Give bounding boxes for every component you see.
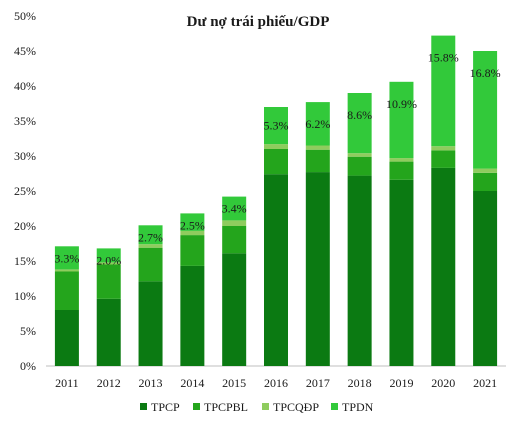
bar-segment-tpcqđp-2021 <box>473 168 498 173</box>
bar-segment-tpcp-2018 <box>347 175 372 366</box>
legend-label: TPCP <box>151 400 180 414</box>
bar-segment-tpcpbl-2019 <box>389 161 414 180</box>
bar-segment-tpcpbl-2015 <box>222 226 247 254</box>
y-axis: 0% 5% 10% 15% 20% 25% 30% 35% 40% 45% 50% <box>14 9 36 373</box>
x-tick-label: 2015 <box>222 376 246 390</box>
bar-segment-tpcp-2012 <box>96 298 121 366</box>
data-label: 15.8% <box>428 51 459 65</box>
bar-segment-tpdn-2012 <box>96 248 121 263</box>
x-tick-label: 2012 <box>97 376 121 390</box>
x-tick-label: 2019 <box>389 376 413 390</box>
bar-segment-tpcpbl-2020 <box>431 150 456 168</box>
bar-segment-tpdn-2011 <box>54 246 79 270</box>
bar-segment-tpcp-2021 <box>473 191 498 366</box>
legend-swatch-tpcpbl <box>193 403 200 410</box>
legend: TPCP TPCPBL TPCQĐP TPDN <box>140 400 374 414</box>
data-label: 8.6% <box>347 108 372 122</box>
bar-segment-tpcqđp-2019 <box>389 158 414 162</box>
y-tick-label: 10% <box>14 289 36 303</box>
bar-segment-tpcqđp-2011 <box>54 269 79 272</box>
y-tick-label: 35% <box>14 114 36 128</box>
bar-segment-tpcqđp-2014 <box>180 230 205 236</box>
bar-segment-tpcqđp-2013 <box>138 244 163 248</box>
bar-segment-tpcpbl-2021 <box>473 172 498 191</box>
bar-segment-tpdn-2019 <box>389 81 414 159</box>
bar-segment-tpcpbl-2016 <box>264 149 288 175</box>
bar-segment-tpcpbl-2014 <box>180 235 205 266</box>
bar-segment-tpdn-2014 <box>180 213 205 231</box>
bar-segment-tpdn-2013 <box>138 225 163 245</box>
legend-label: TPDN <box>342 400 374 414</box>
data-label: 2.7% <box>138 230 163 244</box>
bar-segment-tpcp-2016 <box>264 174 288 366</box>
bar-segment-tpcqđp-2017 <box>305 145 330 150</box>
bar-segment-tpcp-2013 <box>138 281 163 366</box>
data-label: 6.2% <box>305 117 330 131</box>
bar-segment-tpcqđp-2018 <box>347 153 372 157</box>
bar-segment-tpcpbl-2013 <box>138 247 163 282</box>
y-tick-label: 25% <box>14 184 36 198</box>
x-tick-label: 2017 <box>306 376 330 390</box>
y-tick-label: 40% <box>14 79 36 93</box>
bar-segment-tpcp-2020 <box>431 167 456 366</box>
y-tick-label: 45% <box>14 44 36 58</box>
legend-swatch-tpcqđp <box>262 403 269 410</box>
legend-swatch-tpdn <box>331 403 338 410</box>
bars <box>54 35 498 366</box>
data-label: 3.4% <box>222 202 247 216</box>
bar-segment-tpcp-2015 <box>222 253 247 366</box>
bar-segment-tpdn-2015 <box>222 196 247 221</box>
x-tick-label: 2021 <box>473 376 497 390</box>
legend-label: TPCQĐP <box>273 400 319 414</box>
y-tick-label: 20% <box>14 219 36 233</box>
bar-segment-tpcqđp-2020 <box>431 146 456 151</box>
bar-segment-tpcqđp-2012 <box>96 262 121 265</box>
x-tick-label: 2020 <box>431 376 455 390</box>
bar-segment-tpdn-2021 <box>473 51 498 169</box>
bar-segment-tpdn-2017 <box>305 102 330 146</box>
data-label: 16.8% <box>470 66 501 80</box>
data-label: 10.9% <box>386 97 417 111</box>
bar-segment-tpdn-2020 <box>431 35 456 147</box>
y-tick-label: 5% <box>20 324 36 338</box>
data-label: 2.5% <box>180 218 205 232</box>
chart-title: Dư nợ trái phiếu/GDP <box>187 14 330 30</box>
x-axis: 2011 2012 2013 2014 2015 2016 2017 2018 2019 2020… <box>46 365 506 390</box>
data-label: 2.0% <box>96 253 121 267</box>
legend-swatch-tpcp <box>140 403 147 410</box>
bar-segment-tpdn-2016 <box>264 107 288 145</box>
bar-segment-tpcqđp-2015 <box>222 220 247 226</box>
x-tick-label: 2016 <box>264 376 288 390</box>
x-tick-label: 2013 <box>139 376 163 390</box>
legend-label: TPCPBL <box>204 400 248 414</box>
y-tick-label: 30% <box>14 149 36 163</box>
bar-segment-tpcp-2017 <box>305 172 330 366</box>
bar-segment-tpcpbl-2018 <box>347 156 372 176</box>
data-label: 5.3% <box>264 119 289 133</box>
bar-segment-tpdn-2018 <box>347 93 372 154</box>
data-label: 3.3% <box>54 251 79 265</box>
x-tick-label: 2014 <box>180 376 204 390</box>
x-tick-label: 2018 <box>348 376 372 390</box>
bar-segment-tpcpbl-2017 <box>305 149 330 173</box>
bar-segment-tpcpbl-2012 <box>96 264 121 299</box>
bar-segment-tpcp-2019 <box>389 179 414 366</box>
bar-segment-tpcpbl-2011 <box>54 271 79 310</box>
x-tick-label: 2011 <box>55 376 79 390</box>
data-labels: 3.3% 2.0% 2.7% 2.5% 3.4% 5.3% 6.2% 8.6% 10.9% 15.… <box>54 51 500 268</box>
bar-segment-tpcp-2011 <box>54 310 79 366</box>
y-tick-label: 50% <box>14 9 36 23</box>
bar-segment-tpcp-2014 <box>180 265 205 366</box>
y-tick-label: 15% <box>14 254 36 268</box>
y-tick-label: 0% <box>20 359 36 373</box>
bar-segment-tpcqđp-2016 <box>264 144 288 149</box>
